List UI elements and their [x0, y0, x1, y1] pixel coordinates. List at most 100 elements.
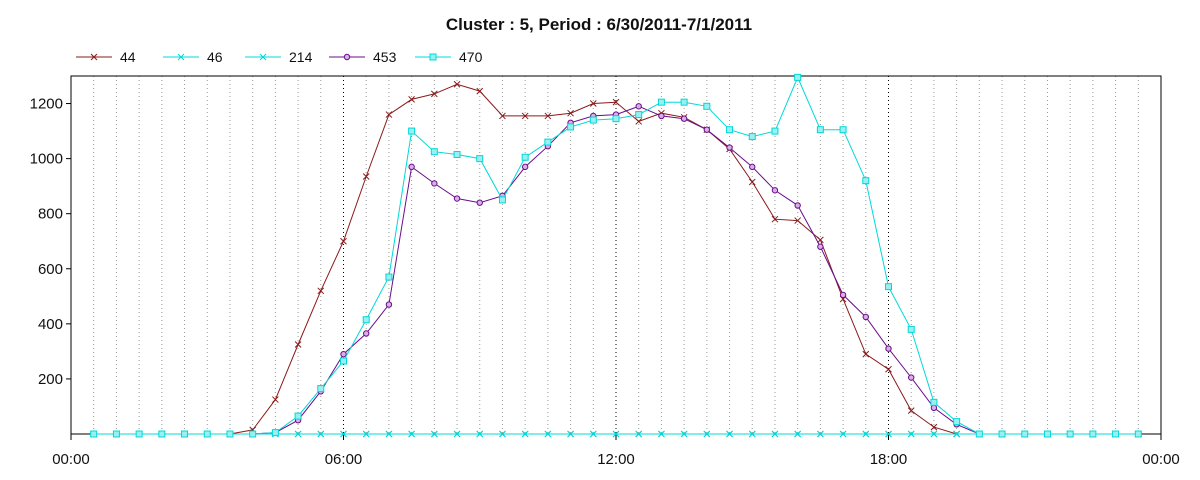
data-point-214 — [748, 430, 756, 438]
data-point-470 — [680, 98, 688, 106]
data-point-470 — [226, 430, 234, 438]
legend-label: 46 — [207, 49, 223, 65]
data-point-470 — [726, 126, 734, 134]
x-tick-label: 00:00 — [1142, 451, 1180, 468]
data-point-470 — [112, 430, 120, 438]
data-point-470 — [907, 325, 915, 333]
data-point-214 — [385, 430, 393, 438]
data-point-470 — [930, 398, 938, 406]
data-point-214 — [953, 430, 960, 438]
data-point-44 — [748, 178, 756, 186]
data-point-214 — [589, 430, 597, 438]
legend: 44 46 214 453 470 — [76, 49, 483, 65]
data-point-470 — [158, 430, 166, 438]
data-point-214 — [771, 430, 779, 438]
data-point-44 — [408, 96, 415, 103]
data-point-44 — [362, 173, 370, 180]
series-453 — [90, 103, 1142, 438]
data-point-44 — [499, 112, 506, 120]
data-point-453 — [703, 126, 711, 133]
legend-marker — [343, 53, 351, 61]
legend-item-470: 470 — [415, 49, 483, 65]
data-point-470 — [635, 111, 643, 119]
y-tick-label: 1200 — [30, 96, 63, 113]
data-point-453 — [431, 180, 438, 187]
data-point-453 — [749, 163, 756, 171]
data-point-470 — [271, 429, 279, 437]
data-point-470 — [90, 430, 98, 438]
data-point-470 — [1066, 430, 1074, 438]
data-point-214 — [817, 430, 824, 438]
data-point-470 — [862, 177, 870, 185]
data-point-470 — [135, 430, 143, 438]
data-point-453 — [817, 243, 824, 250]
data-point-214 — [476, 430, 484, 438]
data-point-470 — [998, 430, 1006, 438]
legend-item-44: 44 — [76, 49, 136, 65]
legend-item-453: 453 — [329, 49, 397, 65]
data-point-453 — [521, 163, 529, 171]
data-point-214 — [544, 430, 552, 438]
data-point-44 — [544, 112, 552, 120]
data-point-214 — [726, 430, 733, 438]
data-point-214 — [907, 430, 915, 438]
data-point-214 — [567, 430, 574, 438]
legend-marker — [90, 53, 98, 61]
data-point-453 — [680, 115, 688, 122]
data-point-470 — [521, 153, 529, 161]
data-point-470 — [567, 123, 575, 131]
data-point-214 — [430, 430, 438, 438]
data-point-44 — [817, 236, 824, 244]
legend-marker — [429, 53, 437, 61]
data-point-214 — [362, 430, 370, 438]
data-point-470 — [703, 102, 711, 110]
data-point-470 — [476, 155, 484, 163]
data-point-44 — [476, 87, 484, 95]
legend-label: 214 — [289, 49, 313, 65]
y-tick-label: 400 — [38, 316, 63, 333]
series-470 — [90, 73, 1142, 438]
data-point-44 — [430, 90, 438, 98]
data-point-44 — [907, 407, 915, 414]
data-point-453 — [658, 112, 665, 120]
data-point-44 — [340, 237, 347, 245]
data-point-214 — [794, 430, 802, 438]
data-point-470 — [953, 418, 961, 426]
data-point-214 — [521, 430, 529, 438]
data-point-470 — [362, 316, 370, 324]
data-point-44 — [862, 350, 870, 358]
data-point-214 — [680, 430, 688, 438]
data-point-470 — [385, 273, 393, 281]
data-point-470 — [589, 116, 597, 124]
data-point-470 — [249, 430, 257, 438]
legend-label: 453 — [373, 49, 397, 65]
data-point-470 — [1112, 430, 1120, 438]
data-point-44 — [794, 217, 802, 224]
data-point-470 — [657, 98, 665, 106]
x-tick-label: 18:00 — [870, 451, 908, 468]
data-point-470 — [294, 412, 302, 420]
data-point-470 — [181, 430, 189, 438]
data-point-470 — [885, 283, 892, 291]
data-point-214 — [930, 430, 938, 438]
data-point-44 — [885, 365, 892, 373]
data-point-470 — [453, 150, 461, 158]
data-point-470 — [816, 126, 824, 134]
data-point-470 — [408, 127, 416, 135]
data-point-453 — [794, 202, 801, 209]
data-point-470 — [317, 385, 325, 393]
y-tick-label: 200 — [38, 371, 63, 388]
data-point-44 — [385, 111, 393, 118]
data-point-44 — [612, 98, 620, 106]
data-point-470 — [430, 148, 438, 156]
data-point-453 — [726, 144, 733, 151]
data-point-214 — [839, 430, 847, 438]
data-point-44 — [771, 215, 779, 223]
data-point-453 — [930, 404, 938, 412]
data-point-453 — [363, 330, 370, 337]
data-point-214 — [862, 430, 870, 438]
data-point-453 — [635, 103, 642, 110]
data-point-453 — [839, 291, 847, 299]
